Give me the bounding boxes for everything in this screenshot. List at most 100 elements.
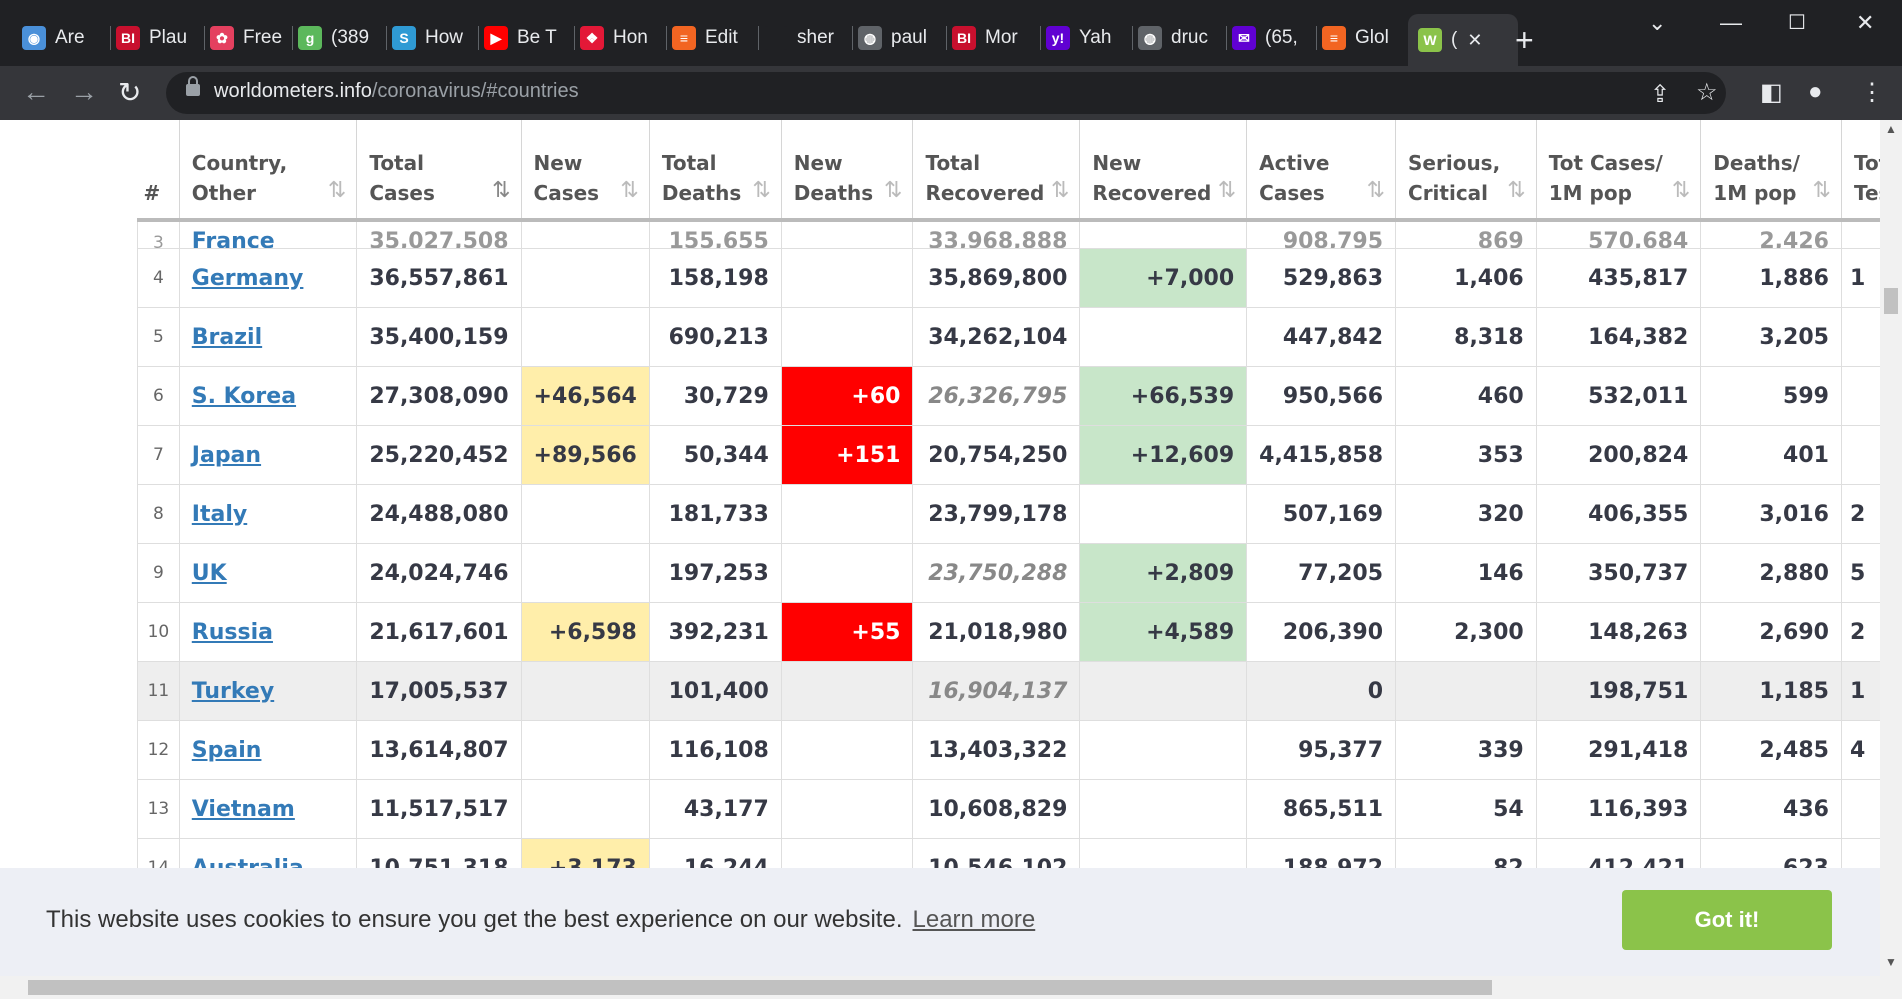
tab-separator [666,26,667,50]
country-link[interactable]: Germany [191,265,304,291]
column-header[interactable]: New Cases ⇅ [521,120,650,222]
cell-active: 507,169 [1246,484,1397,544]
browser-tab[interactable]: y! Yah [1046,18,1130,58]
country-link[interactable]: France [191,228,275,249]
browser-tab[interactable]: ◍ paul [858,18,942,58]
sort-arrows-icon[interactable]: ⇅ [1050,178,1070,203]
browser-tab[interactable]: sher [764,18,848,58]
vertical-scrollbar[interactable]: ▲ ▼ [1880,120,1902,999]
got-it-button[interactable]: Got it! [1622,890,1832,950]
cell-new-recovered [1079,720,1248,780]
cell-total-deaths: 30,729 [648,366,782,426]
browser-tab[interactable]: S How [392,18,476,58]
cell-total-deaths: 116,108 [648,720,782,780]
learn-more-link[interactable]: Learn more [912,906,1036,933]
cell-total-recovered: 23,750,288 [912,543,1081,603]
reload-icon[interactable]: ↻ [118,77,142,108]
tab-favicon-icon: ≡ [672,26,696,50]
sort-arrows-icon[interactable]: ⇅ [1507,178,1526,203]
sort-arrows-icon[interactable]: ⇅ [1217,178,1237,203]
share-icon[interactable]: ⇪ [1650,81,1671,108]
horizontal-scrollbar[interactable] [0,976,1880,999]
sort-arrows-icon[interactable]: ⇅ [1812,178,1831,203]
cell-cases-1m: 148,263 [1535,602,1702,662]
browser-tab[interactable]: ❖ Hon [580,18,664,58]
column-header-line1: Active [1259,151,1330,175]
column-header[interactable]: Active Cases ⇅ [1246,120,1397,222]
cell-total-recovered: 13,403,322 [912,720,1081,780]
profile-avatar-icon[interactable]: ● [1808,78,1823,105]
cell-num: 12 [137,720,180,780]
tab-separator [946,26,947,50]
back-icon[interactable]: ← [22,76,50,107]
sort-arrows-icon[interactable]: ⇅ [1671,178,1691,203]
browser-tab[interactable]: ≡ Glol [1322,18,1406,58]
url-text: worldometers.info/coronavirus/#countries [214,80,579,103]
cell-total-cases: 21,617,601 [356,602,522,662]
browser-tab[interactable]: BI Plau [116,18,200,58]
maximize-icon[interactable]: ☐ [1788,12,1806,34]
column-header[interactable]: Total Deaths ⇅ [649,120,782,222]
country-link[interactable]: Italy [191,501,248,527]
column-header[interactable]: Country, Other ⇅ [179,120,358,222]
cell-total-cases: 36,557,861 [356,248,522,308]
column-header[interactable]: New Deaths ⇅ [781,120,914,222]
sort-arrows-icon[interactable]: ⇅ [620,178,639,203]
column-header-line1: # [143,181,161,205]
browser-tab[interactable]: ◉ Are [22,18,106,58]
scroll-down-icon[interactable]: ▼ [1885,955,1897,969]
column-header[interactable]: Total Cases ⇅ [356,120,522,222]
cell-active: 206,390 [1246,602,1397,662]
vertical-scroll-thumb[interactable] [1884,288,1898,314]
new-tab-button[interactable]: + [1515,22,1534,58]
column-header[interactable]: # [137,120,180,222]
sort-arrows-icon[interactable]: ⇅ [752,178,771,203]
browser-tab[interactable]: ✉ (65, [1232,18,1316,58]
cell-value: 33,968,888 [928,228,1068,249]
browser-tab[interactable]: BI Mor [952,18,1036,58]
lock-icon [186,76,200,96]
scroll-up-icon[interactable]: ▲ [1885,122,1897,136]
url-domain: worldometers.info [214,80,372,102]
tab-search-icon[interactable]: ⌄ [1648,10,1667,35]
cell-new-deaths [780,307,914,367]
column-header[interactable]: Serious, Critical ⇅ [1395,120,1537,222]
column-header[interactable]: Total Recovered ⇅ [912,120,1081,222]
column-header[interactable]: New Recovered ⇅ [1079,120,1248,222]
browser-tab[interactable]: g (389 [298,18,382,58]
sort-arrows-icon[interactable]: ⇅ [884,178,903,203]
country-link[interactable]: UK [191,560,227,586]
bookmark-star-icon[interactable]: ☆ [1696,79,1718,106]
close-tab-icon[interactable]: ✕ [1467,29,1483,50]
side-panel-icon[interactable]: ◧ [1760,79,1783,106]
column-header-line2: Recovered [925,181,1045,205]
close-window-icon[interactable]: ✕ [1856,10,1875,35]
cell-new-cases [520,543,650,603]
column-header[interactable]: Deaths/1M pop ⇅ [1700,120,1842,222]
country-link[interactable]: Spain [191,737,262,763]
forward-icon[interactable]: → [70,76,98,107]
browser-tab[interactable]: ≡ Edit [672,18,756,58]
column-header-line1: Serious, [1408,151,1501,175]
tab-favicon-icon: g [298,26,322,50]
cell-total-cases: 11,517,517 [356,779,522,839]
cell-active: 77,205 [1246,543,1397,603]
sort-arrows-icon[interactable]: ⇅ [327,178,347,203]
horizontal-scroll-thumb[interactable] [28,980,1492,995]
browser-tab[interactable]: ✿ Free [210,18,294,58]
browser-tab[interactable]: ◍ druc [1138,18,1222,58]
address-bar[interactable]: worldometers.info/coronavirus/#countries… [166,72,1726,114]
country-link[interactable]: S. Korea [191,383,297,409]
browser-tab[interactable]: W (✕ [1408,14,1518,66]
column-header[interactable]: Tot Cases/1M pop ⇅ [1536,120,1702,222]
country-link[interactable]: Brazil [191,324,263,350]
browser-tab[interactable]: ▶ Be T [484,18,568,58]
country-link[interactable]: Japan [191,442,262,468]
country-link[interactable]: Vietnam [191,796,295,822]
menu-kebab-icon[interactable]: ⋮ [1860,79,1884,106]
minimize-icon[interactable]: — [1720,10,1742,35]
sort-arrows-icon[interactable]: ⇅ [1366,178,1386,203]
country-link[interactable]: Russia [191,619,273,645]
country-link[interactable]: Turkey [191,678,275,704]
sort-arrows-icon[interactable]: ⇅ [492,178,511,203]
